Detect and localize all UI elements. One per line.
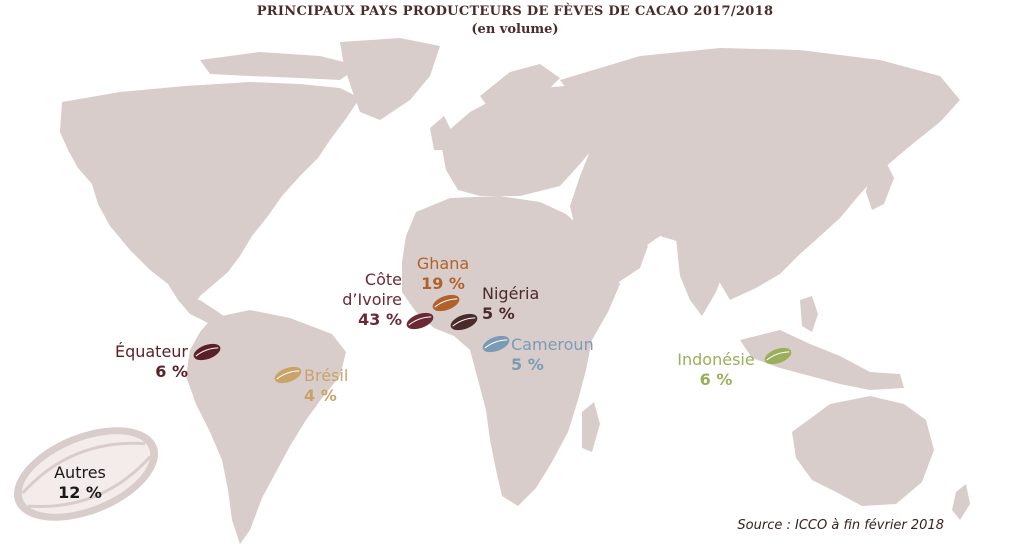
continents (60, 38, 970, 544)
bean-cameroun-icon (482, 335, 510, 353)
indian-subcontinent (676, 238, 726, 316)
map-title: PRINCIPAUX PAYS PRODUCTEURS DE FÈVES DE … (256, 4, 774, 19)
label-cote-divoire: Côte d’Ivoire 43 % (320, 270, 402, 330)
label-equateur: Équateur 6 % (100, 342, 188, 382)
country-name: Équateur (114, 342, 188, 361)
bean-ghana-icon (432, 294, 460, 312)
africa-landmass (402, 196, 620, 506)
south-america-landmass (186, 310, 346, 544)
label-cameroun: Cameroun 5 % (511, 335, 594, 375)
arctic-islands (200, 52, 360, 80)
country-name: Ghana (416, 254, 470, 273)
indonesia-islands (740, 330, 904, 390)
country-name: Brésil (304, 366, 349, 385)
country-share: 19 % (421, 274, 465, 293)
country-name: Indonésie (677, 350, 755, 369)
country-share: 5 % (511, 355, 544, 374)
label-nigeria: Nigéria 5 % (482, 284, 539, 324)
greenland (340, 38, 440, 120)
bean-indonesie-icon (764, 347, 792, 365)
country-share: 6 % (699, 370, 733, 389)
europe-landmass (440, 84, 610, 196)
label-autres: Autres 12 % (44, 463, 116, 503)
japan (866, 158, 894, 210)
source-note: Source : ICCO à fin février 2018 (737, 518, 944, 533)
bean-equateur-icon (193, 343, 221, 361)
country-share: 4 % (304, 386, 337, 405)
new-zealand (952, 484, 970, 520)
country-name: Cameroun (511, 335, 594, 354)
asia-landmass (560, 48, 960, 300)
bean-bresil-icon (274, 366, 302, 384)
country-share: 5 % (482, 304, 515, 323)
label-indonesie: Indonésie 6 % (666, 350, 766, 390)
label-ghana: Ghana 19 % (404, 254, 482, 294)
madagascar (582, 402, 600, 452)
scandinavia (480, 64, 560, 118)
philippines (800, 296, 818, 332)
british-isles (430, 116, 452, 150)
australia-landmass (792, 396, 934, 506)
country-name: Nigéria (482, 284, 540, 303)
bean-nigeria-icon (450, 313, 478, 331)
country-share: 6 % (155, 362, 188, 381)
country-name: Côte d’Ivoire (342, 270, 402, 309)
label-bresil: Brésil 4 % (304, 366, 348, 406)
country-name: Autres (54, 463, 106, 482)
cocoa-pod-autres-icon (13, 427, 159, 521)
map-subtitle: (en volume) (471, 22, 559, 37)
country-share: 43 % (358, 310, 402, 329)
bean-cote-divoire-icon (406, 312, 434, 330)
north-america-landmass (60, 82, 360, 312)
country-share: 12 % (58, 483, 102, 502)
